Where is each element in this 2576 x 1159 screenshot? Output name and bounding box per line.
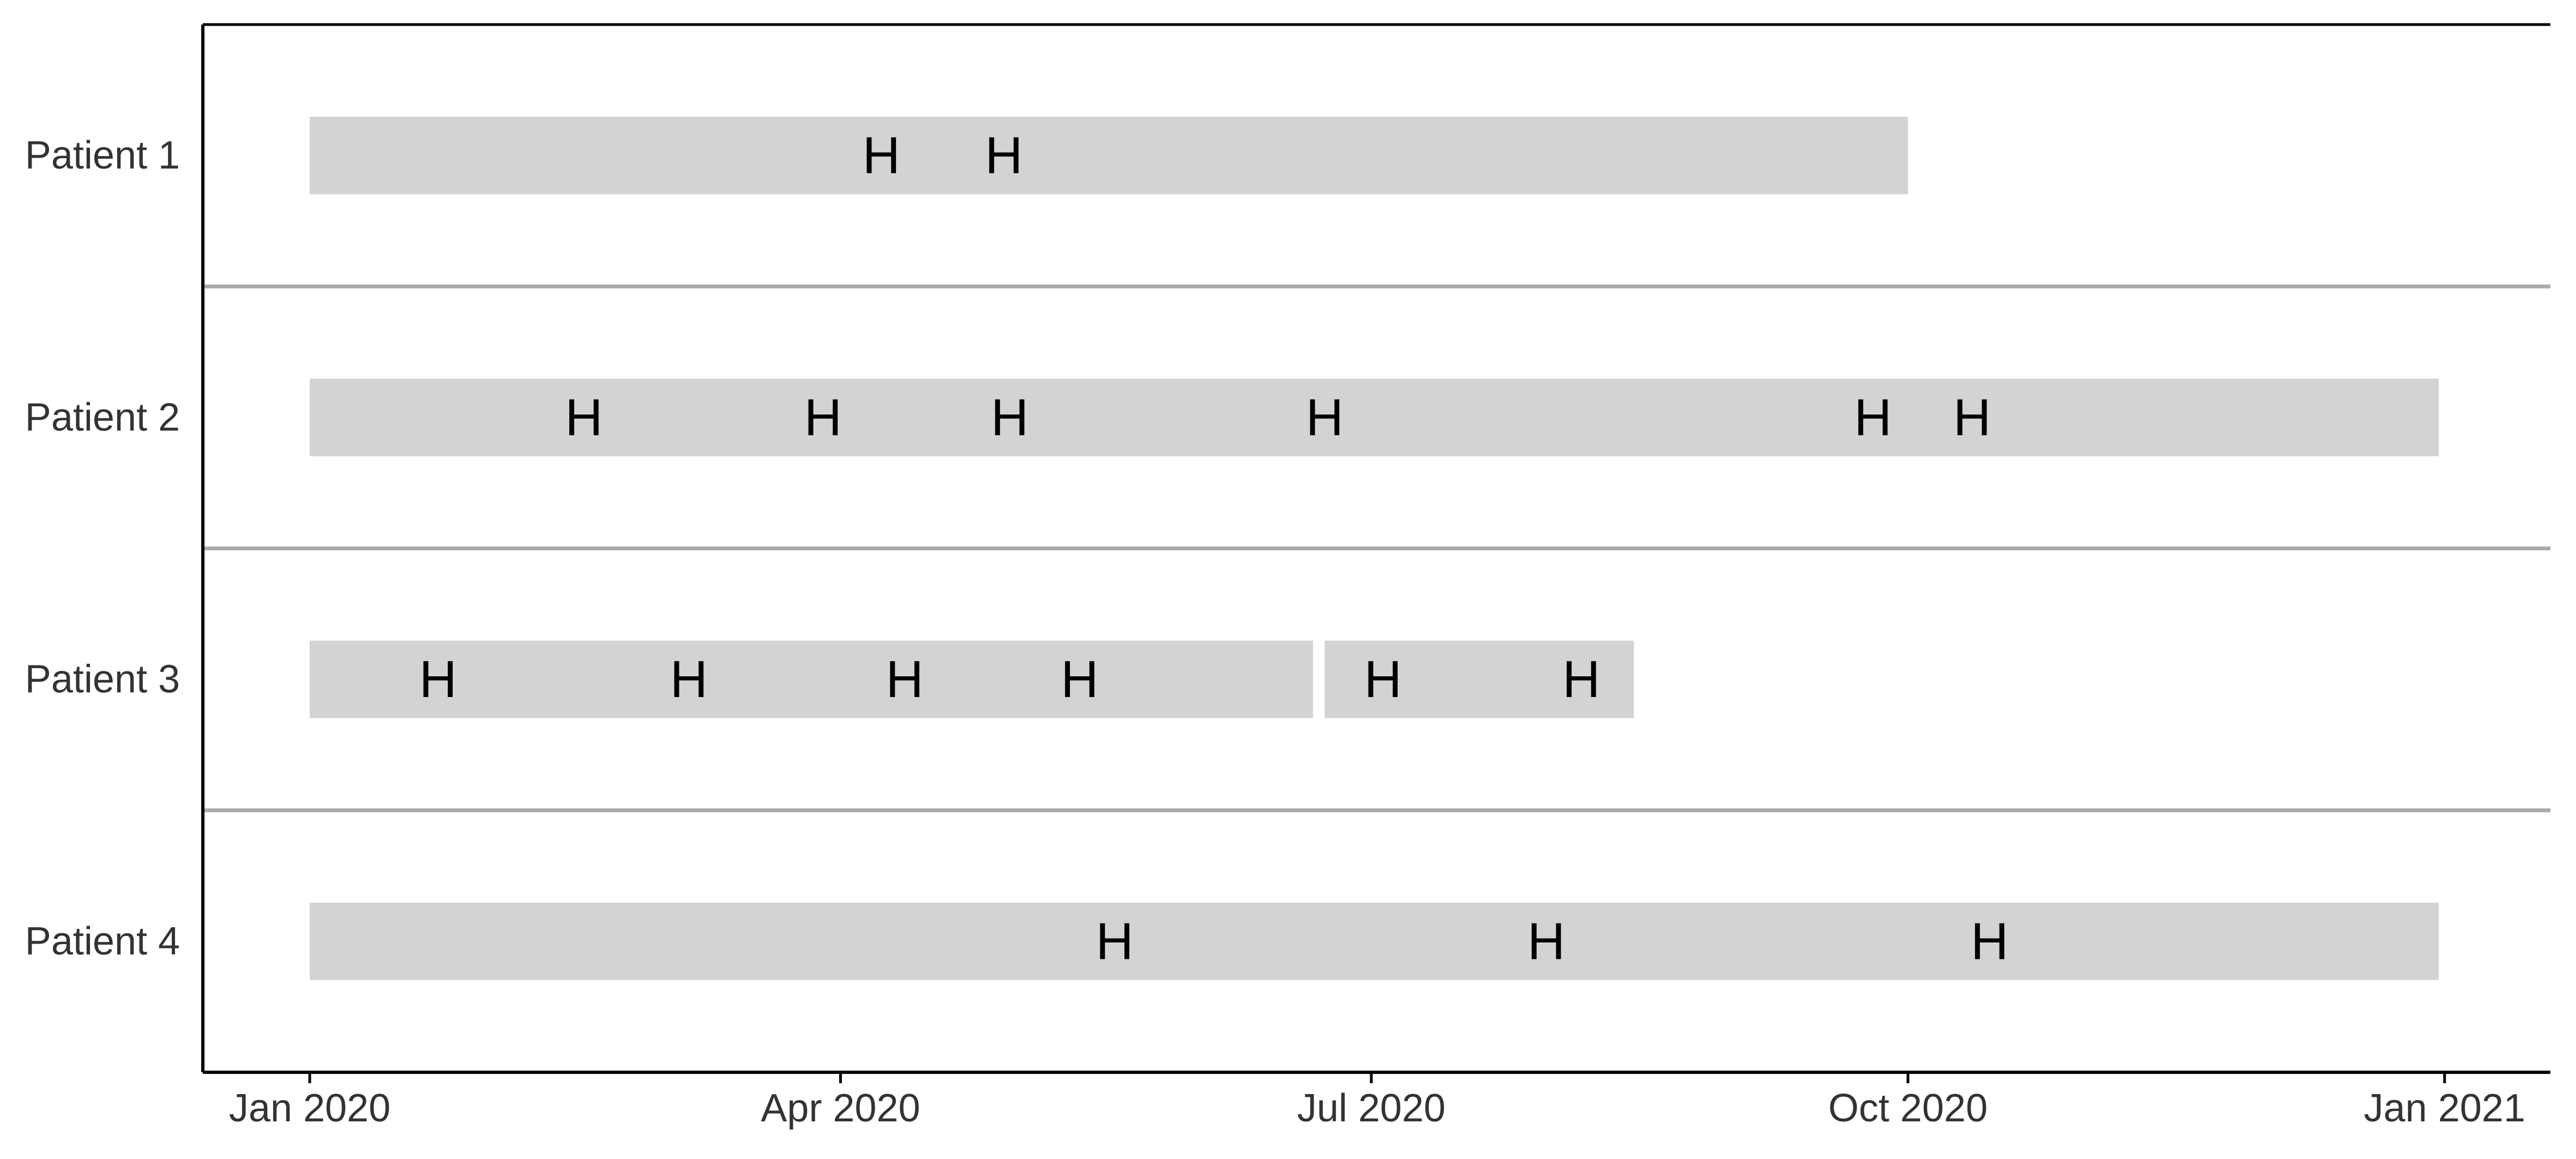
patient-2-event-marker: H	[1306, 388, 1344, 447]
patient-2-event-marker: H	[1953, 388, 1991, 447]
patient-1-event-marker: H	[985, 127, 1022, 185]
patient-1-period-bar	[310, 117, 1908, 195]
x-tick-label: Apr 2020	[761, 1086, 920, 1130]
patient-2-event-marker: H	[1854, 388, 1892, 447]
x-tick-label: Jan 2020	[229, 1086, 390, 1130]
y-tick-label: Patient 3	[25, 658, 180, 701]
patient-3-event-marker: H	[1562, 650, 1600, 708]
patient-1-event-marker: H	[863, 127, 900, 185]
patient-3-event-marker: H	[886, 650, 923, 708]
patient-3-event-marker: H	[1061, 650, 1098, 708]
patient-4-period-bar	[310, 902, 2439, 980]
patient-3-period-bar	[310, 640, 1313, 718]
patient-3-period-bar	[1325, 640, 1634, 718]
x-tick-label: Jul 2020	[1297, 1086, 1446, 1130]
patient-2-period-bar	[310, 379, 2439, 457]
patient-3-event-marker: H	[1364, 650, 1402, 708]
patient-3-event-marker: H	[670, 650, 708, 708]
patient-3-event-marker: H	[419, 650, 457, 708]
x-tick-label: Oct 2020	[1828, 1086, 1988, 1130]
y-tick-label: Patient 4	[25, 920, 180, 963]
patient-4-event-marker: H	[1971, 912, 2008, 970]
patient-4-event-marker: H	[1527, 912, 1565, 970]
patient-2-event-marker: H	[804, 388, 842, 447]
y-tick-label: Patient 2	[25, 395, 180, 439]
x-tick-label: Jan 2021	[2364, 1086, 2525, 1130]
patient-2-event-marker: H	[991, 388, 1028, 447]
patient-4-event-marker: H	[1096, 912, 1133, 970]
y-tick-label: Patient 1	[25, 134, 180, 177]
patient-2-event-marker: H	[565, 388, 603, 447]
